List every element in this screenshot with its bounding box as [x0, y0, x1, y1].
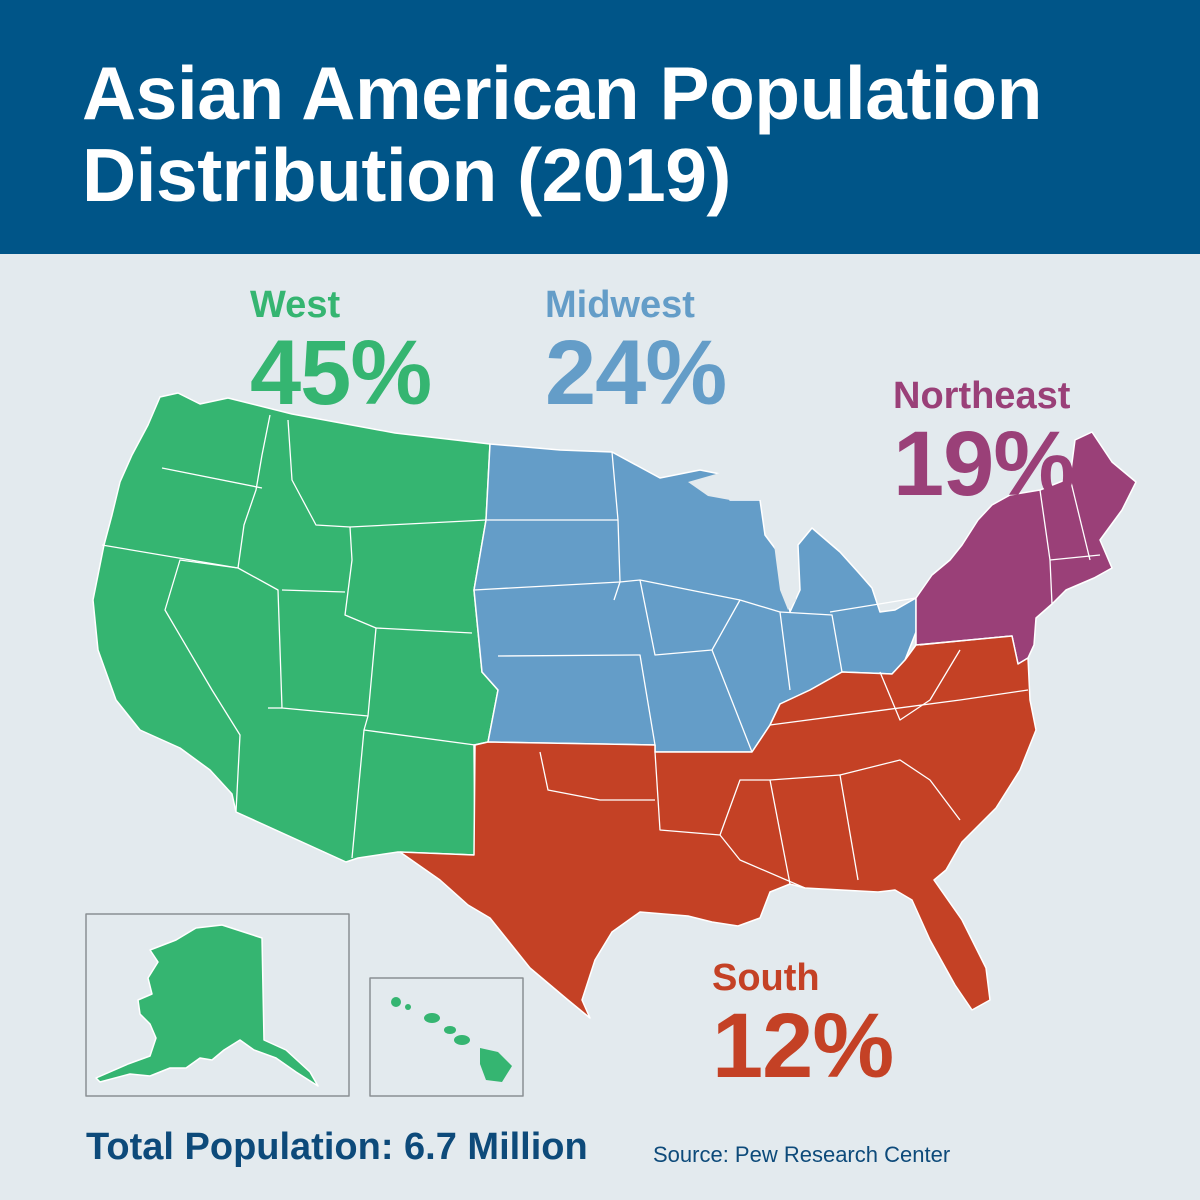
region-name: Northeast — [893, 375, 1071, 417]
region-south — [399, 635, 1037, 1019]
region-label-west: West 45% — [250, 284, 432, 424]
lake-michigan — [772, 520, 796, 610]
region-name: West — [250, 284, 341, 326]
region-label-northeast: Northeast 19% — [893, 375, 1075, 515]
hawaii-inset-box — [369, 977, 524, 1097]
alaska-inset-box — [85, 913, 350, 1097]
alaska-shape — [95, 924, 319, 1087]
hawaii-shape — [391, 997, 512, 1082]
title-line-2: Distribution (2019) — [82, 133, 731, 217]
region-name: Midwest — [545, 284, 695, 326]
title-line-1: Asian American Population — [82, 51, 1042, 135]
region-percent: 12% — [712, 995, 894, 1097]
title-banner: Asian American Population Distribution (… — [0, 0, 1200, 254]
lake-superior — [688, 470, 790, 500]
region-west — [92, 392, 499, 863]
region-percent: 24% — [545, 322, 727, 424]
page-title: Asian American Population Distribution (… — [82, 52, 1042, 216]
total-population: Total Population: 6.7 Million — [86, 1126, 588, 1168]
source-note: Source: Pew Research Center — [653, 1142, 951, 1167]
region-label-midwest: Midwest 24% — [545, 284, 727, 424]
region-label-south: South 12% — [712, 957, 894, 1097]
state-borders — [101, 414, 1101, 889]
region-name: South — [712, 957, 820, 999]
region-percent: 45% — [250, 322, 432, 424]
region-percent: 19% — [893, 413, 1075, 515]
